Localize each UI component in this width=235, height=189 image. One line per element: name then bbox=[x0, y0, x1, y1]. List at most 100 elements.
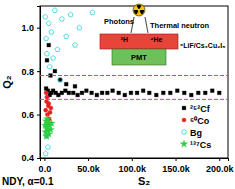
legend-marker bbox=[182, 129, 187, 134]
tick-mark bbox=[132, 158, 133, 161]
point bbox=[58, 77, 63, 82]
point bbox=[141, 89, 145, 93]
point bbox=[77, 25, 82, 30]
plot-frame bbox=[40, 6, 228, 158]
point bbox=[63, 89, 67, 93]
legend-marker bbox=[182, 118, 186, 122]
point bbox=[129, 91, 133, 95]
legend-label: ⁶⁰Co bbox=[190, 116, 210, 126]
tick-label: 0.0 bbox=[39, 164, 52, 174]
tick-mark bbox=[37, 28, 40, 29]
chart: 0.0 50.0k 100.0k 150.0k 200.0k 0.4 0.6 0.8 1.0 S₂… bbox=[0, 0, 235, 189]
pmt bbox=[112, 49, 166, 65]
axis-line bbox=[41, 159, 229, 162]
point bbox=[45, 95, 49, 99]
tick-label: 0.4 bbox=[21, 153, 34, 163]
point bbox=[84, 89, 88, 93]
tick: 1.0 bbox=[21, 23, 40, 33]
threshold-line bbox=[40, 75, 228, 76]
point bbox=[51, 56, 56, 61]
point bbox=[73, 84, 77, 88]
tick: 0.0 bbox=[39, 158, 52, 174]
tick: 200.0k bbox=[206, 158, 235, 174]
point bbox=[48, 119, 56, 126]
tick: 100.0k bbox=[119, 158, 148, 174]
point bbox=[175, 89, 179, 93]
point bbox=[210, 89, 214, 93]
point bbox=[59, 16, 64, 21]
point bbox=[47, 126, 55, 133]
point bbox=[68, 12, 73, 17]
point bbox=[44, 36, 49, 41]
y-axis-title: Q₂ bbox=[1, 75, 13, 89]
tick: 0.6 bbox=[21, 110, 40, 120]
point bbox=[100, 91, 104, 95]
threshold-line bbox=[40, 99, 228, 100]
annotation: ⁴He bbox=[150, 36, 163, 43]
point bbox=[154, 93, 158, 97]
point bbox=[49, 29, 54, 34]
legend-label: ²⁵²Cf bbox=[190, 104, 211, 114]
point bbox=[44, 108, 48, 112]
point bbox=[56, 93, 60, 97]
point bbox=[47, 102, 51, 106]
point bbox=[45, 145, 50, 150]
y-axis: 0.4 0.6 0.8 1.0 bbox=[21, 7, 40, 164]
point bbox=[117, 91, 121, 95]
point bbox=[71, 91, 75, 95]
point bbox=[95, 93, 99, 97]
point bbox=[47, 64, 52, 69]
point bbox=[44, 91, 48, 95]
legend-marker bbox=[180, 140, 188, 147]
point bbox=[43, 14, 48, 19]
point bbox=[52, 8, 57, 13]
point bbox=[147, 91, 151, 95]
inset-diagram: PhotonsThermal neutron³H⁴He⁶LiF/Cs₃Cu₂I₅… bbox=[100, 4, 225, 65]
point bbox=[203, 91, 207, 95]
point bbox=[53, 69, 57, 73]
point bbox=[55, 47, 60, 52]
tick-mark bbox=[37, 115, 40, 116]
series-0 bbox=[44, 43, 221, 97]
radiation-icon bbox=[133, 4, 145, 16]
tick: 0.8 bbox=[21, 67, 40, 77]
annotation: ⁶LiF/Cs₃Cu₂I₅ bbox=[180, 42, 225, 49]
point bbox=[45, 58, 49, 62]
point bbox=[217, 91, 221, 95]
tick-mark bbox=[176, 158, 177, 161]
annotation: NDY, α=0.1 bbox=[2, 176, 54, 187]
point bbox=[67, 91, 71, 95]
point bbox=[182, 91, 186, 95]
annotation: PMT bbox=[131, 53, 147, 62]
legend: ²⁵²Cf⁶⁰CoBg¹³⁷Cs bbox=[180, 104, 211, 150]
tick-mark bbox=[219, 158, 220, 161]
tick: 0.4 bbox=[21, 153, 40, 163]
tick-label: 1.0 bbox=[21, 23, 34, 33]
point bbox=[76, 93, 80, 97]
legend-label: Bg bbox=[190, 128, 202, 138]
point bbox=[43, 151, 48, 156]
point bbox=[49, 106, 53, 110]
series-3 bbox=[41, 115, 55, 140]
point bbox=[168, 91, 172, 95]
point bbox=[46, 21, 51, 26]
point bbox=[58, 78, 62, 82]
tick-mark bbox=[88, 158, 89, 161]
point bbox=[64, 34, 69, 39]
point bbox=[105, 91, 109, 95]
series-2 bbox=[43, 8, 95, 156]
tick-mark bbox=[44, 158, 45, 161]
tick-label: 50.0k bbox=[77, 164, 101, 174]
axis-line bbox=[37, 7, 41, 159]
point bbox=[90, 10, 95, 15]
tick-label: 0.8 bbox=[21, 67, 34, 77]
x-axis-title: S₂ bbox=[138, 175, 150, 187]
tick-label: 150.0k bbox=[162, 164, 191, 174]
point bbox=[80, 91, 84, 95]
tick: 150.0k bbox=[162, 158, 191, 174]
point bbox=[111, 89, 115, 93]
point bbox=[73, 42, 78, 47]
tick-label: 200.0k bbox=[206, 164, 235, 174]
scintillator bbox=[100, 34, 178, 49]
annotation: Photons bbox=[104, 17, 134, 26]
